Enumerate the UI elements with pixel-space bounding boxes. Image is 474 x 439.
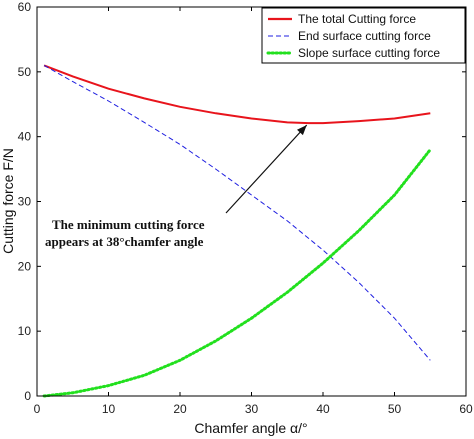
- x-tick-label: 30: [245, 402, 259, 416]
- legend-box: [261, 7, 466, 64]
- legend-label-slope: Slope surface cutting force: [298, 46, 440, 60]
- legend-label-end: End surface cutting force: [298, 29, 431, 43]
- x-tick-label: 20: [173, 402, 187, 416]
- y-axis-label: Cutting force F/N: [0, 148, 16, 254]
- x-tick-label: 0: [34, 402, 41, 416]
- x-tick-label: 60: [459, 402, 473, 416]
- series-line-1: [43, 64, 431, 361]
- y-tick-label: 10: [18, 324, 32, 338]
- series-line-2: [42, 148, 432, 398]
- annotation-arrowhead: [297, 125, 307, 136]
- annotation-line-2: appears at 38°chamfer angle: [45, 234, 204, 249]
- y-tick-label: 60: [18, 0, 32, 14]
- y-tick-label: 20: [18, 259, 32, 273]
- plot-background: [37, 7, 466, 396]
- series-line-0: [43, 64, 431, 125]
- legend: The total Cutting force End surface cutt…: [261, 7, 466, 64]
- y-tick-label: 30: [18, 195, 32, 209]
- series-layer: [42, 64, 432, 398]
- y-tick-label: 0: [24, 389, 31, 403]
- y-tick-label: 40: [18, 130, 32, 144]
- x-axis-label: Chamfer angle α/°: [194, 420, 307, 436]
- annotation-arrow: [225, 124, 308, 214]
- x-tick-label: 10: [102, 402, 116, 416]
- x-tick-label: 40: [316, 402, 330, 416]
- annotation-line-1: The minimum cutting force: [52, 217, 205, 232]
- ticks-layer: 0 10 20 30 40 50 60 0 10 20 30 40 50 60: [18, 0, 473, 416]
- y-tick-label: 50: [18, 65, 32, 79]
- x-tick-label: 50: [388, 402, 402, 416]
- annotation: The minimum cutting force appears at 38°…: [45, 124, 308, 249]
- legend-label-total: The total Cutting force: [298, 12, 416, 26]
